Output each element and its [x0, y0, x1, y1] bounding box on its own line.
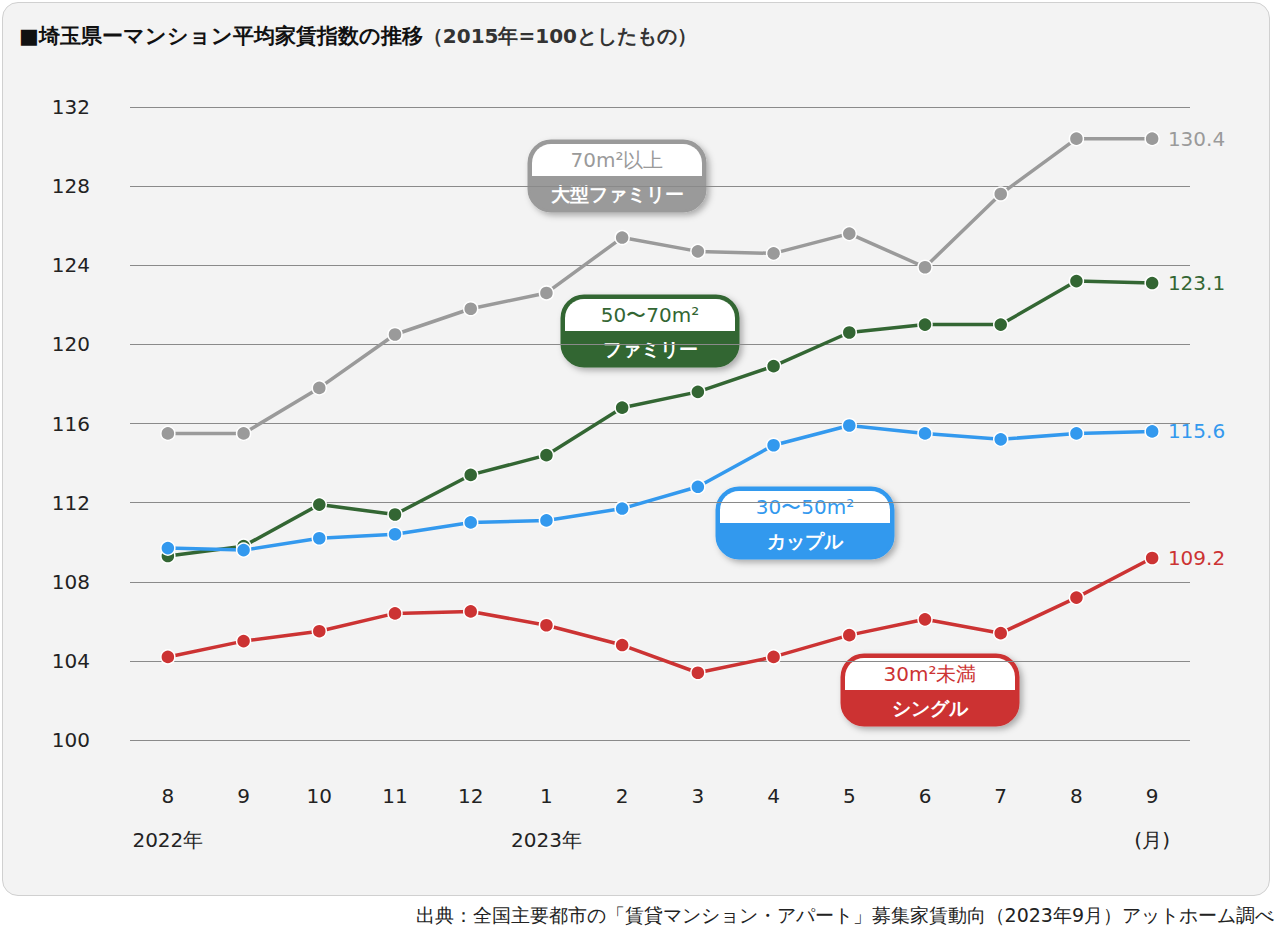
svg-text:9: 9 [1146, 784, 1159, 808]
svg-text:シングル: シングル [892, 697, 969, 719]
svg-text:30m²未満: 30m²未満 [884, 662, 977, 686]
svg-text:1: 1 [540, 784, 553, 808]
svg-text:109.2: 109.2 [1168, 546, 1225, 570]
svg-text:30〜50m²: 30〜50m² [756, 495, 854, 519]
svg-text:5: 5 [843, 784, 856, 808]
svg-text:2023年: 2023年 [511, 828, 582, 852]
svg-text:2022年: 2022年 [132, 828, 203, 852]
svg-text:カップル: カップル [767, 530, 844, 552]
svg-text:108: 108 [52, 570, 90, 594]
svg-text:4: 4 [767, 784, 780, 808]
svg-text:124: 124 [52, 253, 90, 277]
svg-text:(月): (月) [1134, 828, 1170, 852]
svg-text:出典：全国主要都市の「賃貸マンション・アパート」募集家賃動向: 出典：全国主要都市の「賃貸マンション・アパート」募集家賃動向（2023年9月）ア… [416, 904, 1274, 926]
svg-text:3: 3 [691, 784, 704, 808]
svg-text:104: 104 [52, 649, 90, 673]
svg-text:115.6: 115.6 [1168, 419, 1225, 443]
svg-text:123.1: 123.1 [1168, 271, 1225, 295]
svg-text:9: 9 [237, 784, 250, 808]
svg-text:130.4: 130.4 [1168, 127, 1225, 151]
svg-text:12: 12 [458, 784, 483, 808]
svg-text:8: 8 [161, 784, 174, 808]
svg-text:128: 128 [52, 174, 90, 198]
svg-text:100: 100 [52, 728, 90, 752]
svg-text:10: 10 [307, 784, 332, 808]
svg-text:2: 2 [616, 784, 629, 808]
svg-text:70m²以上: 70m²以上 [571, 148, 664, 172]
svg-text:6: 6 [919, 784, 932, 808]
svg-text:大型ファミリー: 大型ファミリー [551, 183, 684, 205]
svg-text:■埼玉県ーマンション平均家賃指数の推移: ■埼玉県ーマンション平均家賃指数の推移 [19, 24, 423, 48]
svg-text:112: 112 [52, 491, 90, 515]
svg-text:11: 11 [382, 784, 407, 808]
svg-text:120: 120 [52, 332, 90, 356]
svg-text:132: 132 [52, 95, 90, 119]
svg-text:ファミリー: ファミリー [603, 338, 698, 360]
svg-text:（2015年=100としたもの）: （2015年=100としたもの） [423, 24, 697, 48]
svg-text:116: 116 [52, 412, 90, 436]
svg-text:8: 8 [1070, 784, 1083, 808]
svg-text:50〜70m²: 50〜70m² [601, 303, 699, 327]
svg-text:7: 7 [994, 784, 1007, 808]
